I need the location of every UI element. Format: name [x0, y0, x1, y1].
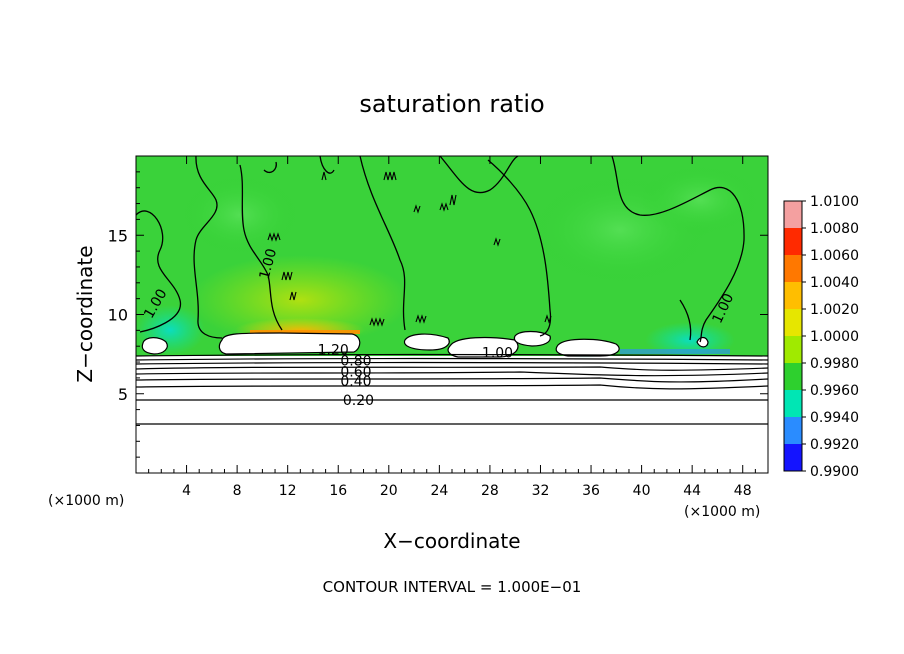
colorbar-label: 0.9940 [810, 410, 859, 426]
yellow-zone [190, 255, 410, 345]
contour-fragments [267, 171, 552, 327]
y-axis-label: Z−coordinate [73, 245, 97, 382]
x-unit-right: (×1000 m) [684, 504, 760, 520]
heatmap-field [136, 156, 768, 473]
colorbar-swatch [784, 255, 802, 282]
contour-label: 0.40 [340, 374, 371, 390]
contour-label: 1.20 [318, 342, 349, 358]
y-axis: 5 10 15 [108, 171, 768, 458]
x-tick-label: 28 [481, 483, 499, 499]
colorbar-label: 1.0060 [810, 248, 859, 264]
x-unit-left: (×1000 m) [48, 493, 124, 509]
subsaturated-patch [640, 165, 760, 235]
contour-interval: CONTOUR INTERVAL = 1.000E−01 [323, 578, 582, 596]
colorbar-swatch [784, 444, 802, 471]
colorbar: 1.0100 1.0080 1.0060 1.0040 1.0020 1.0000 0.99… [783, 194, 859, 480]
colorbar-swatch [784, 282, 802, 309]
x-tick-label: 24 [430, 483, 448, 499]
colorbar-label: 1.0040 [810, 275, 859, 291]
colorbar-swatch [784, 201, 802, 228]
colorbar-swatch [784, 228, 802, 255]
cloud-region [555, 338, 620, 357]
colorbar-swatch [784, 417, 802, 444]
cloud-region [141, 337, 168, 355]
colorbar-label: 1.0020 [810, 302, 859, 318]
x-axis-label: X−coordinate [383, 529, 520, 553]
colorbar-label: 0.9920 [810, 437, 859, 453]
colorbar-label: 0.9960 [810, 383, 859, 399]
x-tick-label: 12 [279, 483, 297, 499]
chart-title: saturation ratio [359, 90, 544, 118]
colorbar-label: 0.9900 [810, 464, 859, 480]
colorbar-label: 1.0080 [810, 221, 859, 237]
colorbar-label: 1.0000 [810, 329, 859, 345]
orange-band [250, 330, 360, 334]
colorbar-label: 1.0100 [810, 194, 859, 210]
x-tick-label: 4 [182, 483, 191, 499]
y-tick-label: 10 [108, 306, 128, 325]
contour-1-00 [136, 156, 745, 343]
x-tick-label: 40 [633, 483, 651, 499]
contour-label: 1.00 [257, 247, 281, 281]
colorbar-swatch [784, 363, 802, 390]
y-tick-label: 15 [108, 226, 128, 245]
blue-band [620, 349, 730, 354]
x-tick-label: 16 [329, 483, 347, 499]
x-tick-label: 36 [582, 483, 600, 499]
subsaturated-patch [180, 175, 300, 255]
cloud-region [447, 336, 519, 358]
x-axis: 4 8 12 16 20 24 28 32 36 40 44 48 [148, 156, 756, 499]
colorbar-swatch [784, 390, 802, 417]
colorbar-label: 0.9980 [810, 356, 859, 372]
contour-label: 0.20 [343, 393, 374, 409]
x-tick-label: 48 [734, 483, 752, 499]
colorbar-swatch [784, 309, 802, 336]
contour-label: 0.60 [340, 365, 371, 381]
x-tick-label: 44 [683, 483, 701, 499]
x-tick-label: 8 [233, 483, 242, 499]
cloud-region [218, 332, 361, 355]
x-tick-label: 32 [532, 483, 550, 499]
contour-label: 1.00 [482, 346, 513, 362]
y-tick-label: 5 [118, 385, 128, 404]
cloud-region [696, 336, 709, 348]
x-tick-label: 20 [380, 483, 398, 499]
colorbar-swatch [784, 336, 802, 363]
contour-label: 0.80 [340, 353, 371, 369]
cloud-region [403, 333, 450, 351]
